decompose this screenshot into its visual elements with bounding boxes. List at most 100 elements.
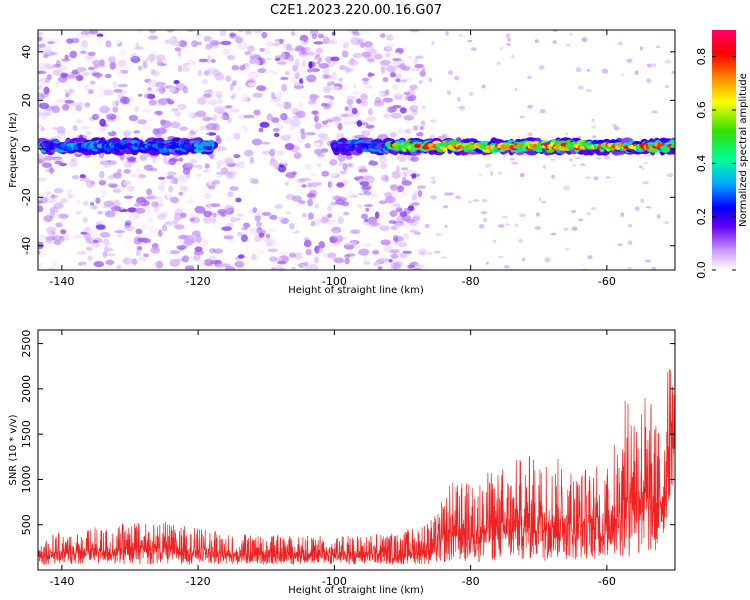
noise-blob (372, 222, 381, 227)
noise-blob (364, 85, 373, 89)
noise-blob (75, 210, 82, 215)
noise-blob (69, 160, 78, 168)
noise-blob (652, 63, 657, 68)
noise-blob (407, 56, 413, 60)
noise-blob (395, 122, 401, 127)
colorbar: 0.0 0.2 0.4 0.6 0.8 Normalized spectral ampl… (695, 30, 749, 279)
noise-blob (345, 67, 354, 72)
noise-blob (111, 37, 122, 45)
noise-blob (343, 242, 354, 246)
noise-blob (651, 266, 656, 270)
noise-blob (211, 217, 217, 224)
noise-blob (43, 62, 52, 67)
noise-blob (118, 50, 127, 57)
noise-blob (128, 213, 139, 220)
noise-blob (134, 221, 144, 225)
noise-blob (347, 162, 354, 169)
noise-blob (180, 206, 186, 212)
noise-blob (75, 74, 84, 82)
noise-blob (206, 256, 218, 262)
noise-blob (361, 165, 367, 173)
noise-blob (395, 78, 401, 83)
noise-blob (289, 222, 295, 230)
noise-blob (96, 33, 104, 38)
noise-blob (213, 150, 220, 154)
noise-blob (330, 202, 337, 206)
noise-blob (291, 171, 297, 175)
noise-blob (392, 191, 401, 199)
colorbar-gradient (712, 30, 736, 270)
noise-blob (666, 173, 673, 178)
noise-blob (284, 181, 289, 186)
noise-blob (38, 177, 47, 182)
noise-blob (76, 66, 87, 72)
noise-blob (266, 242, 274, 247)
noise-blob (243, 114, 255, 119)
noise-blob (45, 236, 56, 241)
noise-blob (231, 92, 237, 98)
ridge-blob (209, 145, 213, 150)
noise-blob (504, 223, 510, 226)
noise-blob (208, 178, 213, 186)
noise-blob (363, 204, 374, 207)
noise-blob (314, 148, 323, 155)
noise-blob (539, 108, 546, 114)
noise-blob (144, 93, 152, 99)
snr-x-tick-label: -80 (462, 575, 480, 588)
noise-blob (320, 102, 328, 107)
noise-blob (42, 54, 49, 59)
noise-blob (618, 41, 623, 46)
noise-blob (227, 191, 234, 198)
noise-blob (137, 119, 147, 125)
noise-blob (379, 59, 391, 66)
noise-blob (150, 70, 160, 77)
noise-blob (371, 195, 381, 202)
noise-blob (223, 105, 230, 110)
noise-blob (76, 250, 87, 255)
noise-blob (192, 128, 201, 133)
noise-blob (203, 193, 212, 200)
noise-blob (285, 193, 295, 200)
noise-blob (51, 259, 57, 266)
noise-blob (401, 180, 413, 186)
snr-y-tick-label: 1000 (20, 465, 33, 493)
noise-blob (194, 33, 203, 38)
noise-blob (331, 226, 342, 234)
noise-blob (229, 108, 240, 113)
noise-blob (270, 242, 279, 246)
noise-blob (229, 186, 239, 191)
noise-blob (571, 210, 576, 213)
noise-blob (301, 77, 306, 82)
noise-blob (247, 53, 256, 57)
noise-blob (148, 35, 159, 40)
noise-blob (38, 67, 44, 74)
noise-blob (357, 192, 364, 196)
noise-blob (254, 214, 261, 222)
noise-blob (294, 72, 300, 80)
noise-blob (429, 119, 436, 123)
noise-blob (569, 32, 573, 36)
spectrogram-tick-marks: -140 -120 -100 -80 -60 -40 -20 0 20 40 (20, 30, 675, 288)
noise-blob (308, 61, 313, 69)
snr-x-label: Height of straight line (km) (288, 585, 424, 596)
noise-blob (104, 266, 114, 270)
noise-blob (646, 63, 653, 68)
noise-blob (261, 141, 271, 145)
noise-blob (191, 40, 198, 48)
noise-blob (55, 166, 60, 175)
noise-blob (305, 51, 316, 56)
noise-blob (380, 33, 386, 38)
noise-blob (71, 175, 79, 180)
noise-blob (367, 72, 373, 78)
noise-blob (411, 202, 420, 206)
noise-blob (568, 157, 574, 162)
noise-blob (327, 252, 337, 259)
noise-blob (107, 183, 118, 187)
noise-blob (655, 45, 661, 49)
noise-blob (379, 156, 388, 164)
noise-blob (292, 114, 302, 120)
noise-blob (165, 250, 176, 255)
noise-blob (406, 96, 414, 101)
noise-blob (236, 231, 243, 237)
noise-blob (150, 68, 156, 75)
